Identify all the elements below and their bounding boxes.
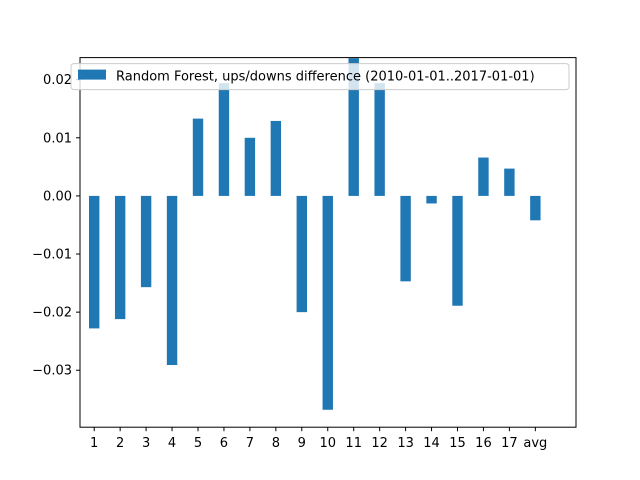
bar-12 bbox=[374, 83, 385, 196]
plot-frame bbox=[79, 57, 577, 428]
legend-label: Random Forest, ups/downs difference (201… bbox=[116, 69, 535, 84]
bar-11 bbox=[348, 58, 359, 196]
bar-10 bbox=[322, 195, 333, 410]
bar-7 bbox=[244, 137, 256, 196]
x-tick-label-12: 12 bbox=[371, 436, 388, 451]
x-tick-label-7: 7 bbox=[246, 436, 254, 451]
x-tick-label-16: 16 bbox=[475, 436, 492, 451]
bar-15 bbox=[452, 195, 463, 306]
x-tick-label-13: 13 bbox=[397, 436, 414, 451]
bar-avg bbox=[530, 195, 541, 221]
legend-box bbox=[70, 63, 570, 91]
x-tick-label-8: 8 bbox=[272, 436, 280, 451]
x-axis: 1 2 3 4 5 6 7 8 9 10 11 12 13 14 15 16 17 avg bbox=[90, 427, 547, 451]
x-tick-label-15: 15 bbox=[449, 436, 466, 451]
y-tick-label: 0.01 bbox=[43, 131, 72, 146]
x-tick-label-avg: avg bbox=[523, 436, 547, 451]
legend: Random Forest, ups/downs difference (201… bbox=[70, 63, 570, 91]
bar-4 bbox=[166, 195, 178, 366]
bar-5 bbox=[192, 118, 204, 196]
x-tick-label-11: 11 bbox=[345, 436, 362, 451]
x-tick-label-1: 1 bbox=[90, 436, 98, 451]
bar-13 bbox=[400, 195, 411, 282]
bar-3 bbox=[140, 195, 152, 288]
x-tick-label-5: 5 bbox=[194, 436, 202, 451]
bar-17 bbox=[504, 168, 515, 196]
y-tick-label: 0.02 bbox=[43, 73, 72, 88]
x-tick-label-6: 6 bbox=[220, 436, 228, 451]
legend-swatch bbox=[78, 69, 106, 80]
x-tick-label-9: 9 bbox=[298, 436, 306, 451]
bars-group bbox=[89, 58, 541, 410]
x-tick-label-4: 4 bbox=[168, 436, 176, 451]
x-tick-label-10: 10 bbox=[319, 436, 336, 451]
y-axis: 0.02 0.01 0.00 −0.01 −0.02 −0.03 bbox=[32, 73, 80, 379]
y-tick-label: 0.00 bbox=[43, 189, 72, 204]
bar-1 bbox=[89, 195, 100, 329]
x-tick-label-17: 17 bbox=[501, 436, 518, 451]
bar-9 bbox=[296, 195, 307, 313]
bar-6 bbox=[218, 83, 230, 196]
bar-8 bbox=[270, 120, 282, 196]
y-tick-label: −0.01 bbox=[32, 248, 72, 263]
bar-16 bbox=[478, 157, 489, 196]
y-tick-label: −0.02 bbox=[32, 306, 72, 321]
x-tick-label-3: 3 bbox=[142, 436, 150, 451]
x-tick-label-2: 2 bbox=[116, 436, 124, 451]
y-tick-label: −0.03 bbox=[32, 364, 72, 379]
bar-14 bbox=[426, 195, 437, 204]
bar-2 bbox=[114, 195, 126, 320]
x-tick-label-14: 14 bbox=[423, 436, 440, 451]
